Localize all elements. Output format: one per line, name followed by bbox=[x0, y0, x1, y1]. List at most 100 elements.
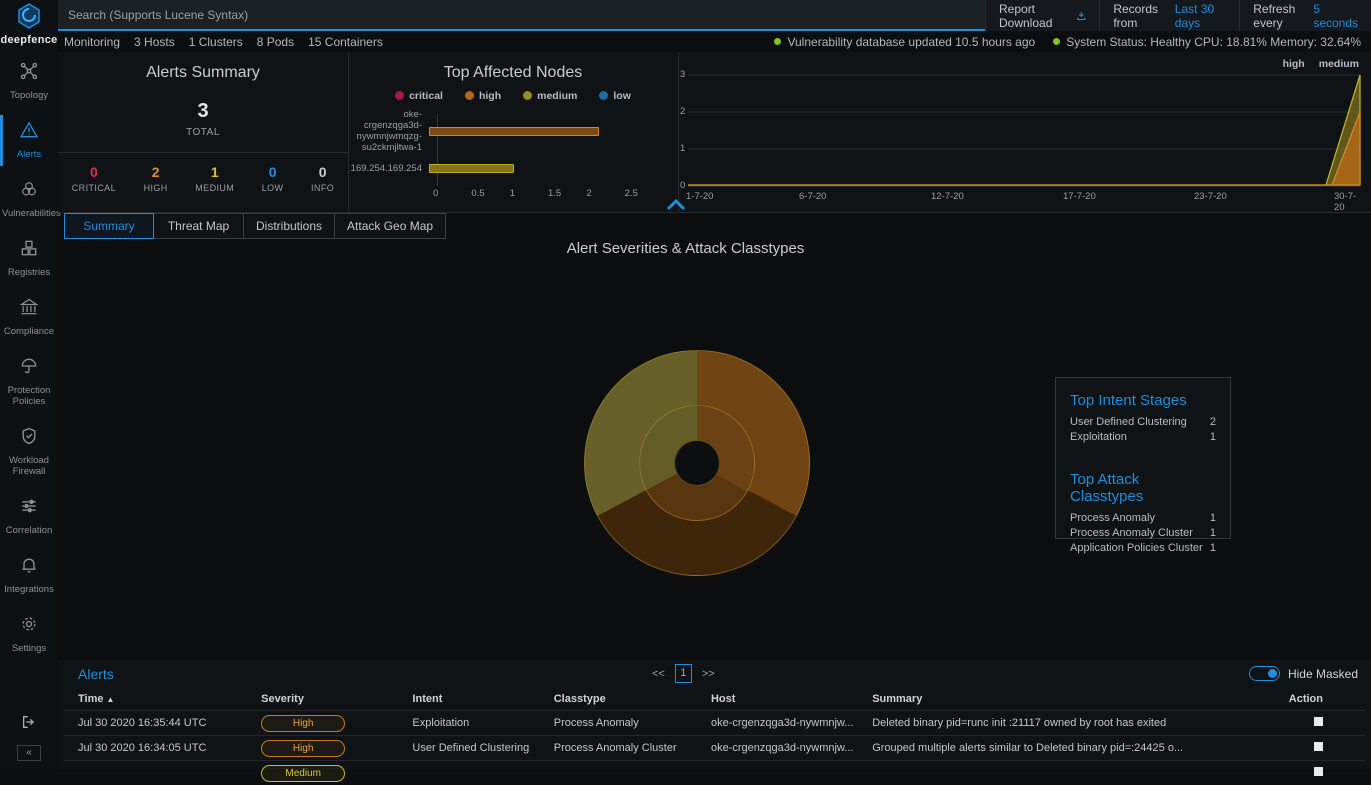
sunburst-inner-ring[interactable] bbox=[639, 405, 755, 521]
row-checkbox[interactable] bbox=[1314, 767, 1323, 776]
top-attack-classtypes-title: Top Attack Classtypes bbox=[1070, 471, 1144, 505]
col-host[interactable]: Host bbox=[710, 693, 736, 705]
top-intent-panel: Top Intent Stages User Defined Clusterin… bbox=[1055, 377, 1231, 554]
hide-masked-label: Hide Masked bbox=[1287, 666, 1358, 681]
sidebar-item-alerts[interactable]: Alerts bbox=[0, 111, 58, 170]
monitoring-label: Monitoring bbox=[64, 34, 121, 49]
sidebar-item-registries[interactable]: Registries bbox=[0, 229, 58, 288]
logout-icon[interactable] bbox=[21, 714, 37, 730]
deepfence-logo-icon bbox=[18, 3, 40, 29]
umbrella-icon bbox=[21, 358, 37, 374]
legend-critical: critical bbox=[395, 90, 443, 102]
bar-x-axis: 0 0.5 1 1.5 2 2.5 bbox=[433, 188, 638, 199]
collapse-panel-chevron-up-icon[interactable] bbox=[666, 198, 686, 216]
system-status-dot bbox=[1053, 38, 1061, 45]
timeline-legend-medium: medium bbox=[1318, 58, 1359, 70]
sidebar-item-correlation[interactable]: Correlation bbox=[0, 487, 58, 546]
topology-icon bbox=[20, 62, 38, 80]
view-tabs: Summary Threat Map Distributions Attack … bbox=[64, 213, 447, 239]
high-dot-icon bbox=[464, 91, 474, 100]
status-bar: Monitoring 3 Hosts 1 Clusters 8 Pods 15 … bbox=[58, 31, 1371, 52]
alerts-summary-title: Alerts Summary bbox=[146, 64, 260, 81]
page-next-button[interactable]: >> bbox=[701, 667, 715, 680]
bar-row-node1[interactable]: oke-crgenzqga3d-nywmnjwmqzg-su2ckmjltwa-… bbox=[348, 109, 678, 153]
page-prev-button[interactable]: << bbox=[652, 667, 665, 680]
col-intent[interactable]: Intent bbox=[412, 693, 443, 705]
severity-badge: Medium bbox=[261, 764, 346, 782]
tab-distributions[interactable]: Distributions bbox=[244, 213, 336, 239]
table-row[interactable]: Medium bbox=[64, 760, 1365, 785]
monitoring-hosts: 3 Hosts bbox=[134, 34, 175, 49]
tab-attack-geo-map[interactable]: Attack Geo Map bbox=[335, 213, 447, 239]
refresh-interval-value[interactable]: 5 seconds bbox=[1313, 1, 1359, 30]
alert-triangle-icon bbox=[19, 121, 39, 138]
vuln-db-status-text: Vulnerability database updated 10.5 hour… bbox=[787, 34, 1036, 49]
classtype-row[interactable]: Process Anomaly 1 bbox=[1070, 512, 1216, 524]
sidebar-item-topology[interactable]: Topology bbox=[0, 52, 58, 111]
col-time[interactable]: Time ▲ bbox=[78, 693, 115, 705]
sidebar-item-settings[interactable]: Settings bbox=[0, 605, 58, 664]
alerts-timeline-chart: high medium 3 2 1 0 1-7-20 6-7-20 12-7-2… bbox=[678, 52, 1371, 213]
timeline-plot bbox=[688, 74, 1361, 187]
table-row[interactable]: Jul 30 2020 16:34:05 UTC High User Defin… bbox=[64, 735, 1365, 760]
records-range-button[interactable]: Records from Last 30 days bbox=[1099, 0, 1239, 31]
bell-icon bbox=[22, 558, 36, 573]
page-number[interactable]: 1 bbox=[674, 664, 692, 683]
sidebar-item-vulnerabilities[interactable]: Vulnerabilities bbox=[0, 170, 61, 229]
top-intent-stages-title: Top Intent Stages bbox=[1070, 392, 1187, 409]
bar-row-node2[interactable]: 169.254.169.254 bbox=[348, 152, 678, 184]
vuln-db-status-dot bbox=[774, 38, 782, 45]
legend-medium: medium bbox=[523, 90, 577, 102]
table-row[interactable]: Jul 30 2020 16:35:44 UTC High Exploitati… bbox=[64, 710, 1365, 735]
col-summary[interactable]: Summary bbox=[872, 693, 923, 705]
sidebar-collapse-button[interactable]: « bbox=[17, 745, 41, 761]
report-download-button[interactable]: Report Download bbox=[985, 0, 1099, 31]
intent-row[interactable]: Exploitation 1 bbox=[1070, 431, 1216, 443]
brand-logo[interactable]: deepfence bbox=[0, 0, 58, 52]
top-affected-nodes-panel: Top Affected Nodes critical high medium … bbox=[348, 52, 678, 213]
brand-name: deepfence bbox=[0, 34, 58, 46]
alerts-total-label: TOTAL bbox=[186, 127, 220, 138]
toggle-knob-icon bbox=[1267, 669, 1277, 678]
sort-asc-icon: ▲ bbox=[106, 695, 115, 704]
severity-classtype-sunburst[interactable] bbox=[584, 350, 810, 576]
col-severity[interactable]: Severity bbox=[261, 693, 304, 705]
sidebar-item-integrations[interactable]: Integrations bbox=[0, 546, 58, 605]
intent-row[interactable]: User Defined Clustering 2 bbox=[1070, 416, 1216, 428]
severity-badge: High bbox=[261, 714, 346, 732]
stat-critical: 0 CRITICAL bbox=[71, 164, 116, 193]
row-checkbox[interactable] bbox=[1314, 717, 1323, 726]
low-dot-icon bbox=[599, 91, 609, 100]
sunburst-hole bbox=[674, 440, 720, 486]
report-download-label: Report Download bbox=[999, 1, 1053, 30]
hide-masked-toggle[interactable] bbox=[1248, 666, 1280, 681]
download-icon bbox=[1077, 11, 1086, 20]
monitoring-clusters: 1 Clusters bbox=[188, 34, 243, 49]
records-range-value[interactable]: Last 30 days bbox=[1174, 1, 1215, 30]
medium-bar bbox=[429, 163, 514, 173]
sidebar-item-protection-policies[interactable]: Protection Policies bbox=[0, 347, 58, 417]
sliders-icon bbox=[22, 499, 36, 513]
table-header-row: Time ▲ Severity Intent Classtype Host Su… bbox=[64, 688, 1365, 710]
tab-summary[interactable]: Summary bbox=[64, 213, 154, 239]
timeline-legend-high: high bbox=[1282, 58, 1305, 70]
registry-boxes-icon bbox=[21, 240, 37, 256]
system-status-text: System Status: Healthy CPU: 18.81% Memor… bbox=[1066, 34, 1361, 49]
bank-icon bbox=[19, 298, 39, 315]
tab-threat-map[interactable]: Threat Map bbox=[154, 213, 244, 239]
classtype-row[interactable]: Process Anomaly Cluster 1 bbox=[1070, 527, 1216, 539]
high-bar bbox=[429, 126, 599, 136]
col-classtype[interactable]: Classtype bbox=[553, 693, 606, 705]
classtype-row[interactable]: Application Policies Cluster 1 bbox=[1070, 542, 1216, 554]
top-affected-nodes-title: Top Affected Nodes bbox=[443, 64, 583, 81]
stat-low: 0 LOW bbox=[261, 164, 284, 193]
sidebar-item-workload-firewall[interactable]: Workload Firewall bbox=[0, 417, 58, 487]
refresh-interval-button[interactable]: Refresh every 5 seconds bbox=[1239, 0, 1371, 31]
sidebar-item-compliance[interactable]: Compliance bbox=[0, 288, 58, 347]
top-panels: Alerts Summary 3 TOTAL 0 CRITICAL 2 HIGH… bbox=[58, 52, 1371, 213]
records-from-label: Records from bbox=[1113, 1, 1159, 30]
row-checkbox[interactable] bbox=[1314, 742, 1323, 751]
stat-medium: 1 MEDIUM bbox=[195, 164, 235, 193]
stat-info: 0 INFO bbox=[311, 164, 335, 193]
search-input[interactable] bbox=[58, 0, 985, 29]
